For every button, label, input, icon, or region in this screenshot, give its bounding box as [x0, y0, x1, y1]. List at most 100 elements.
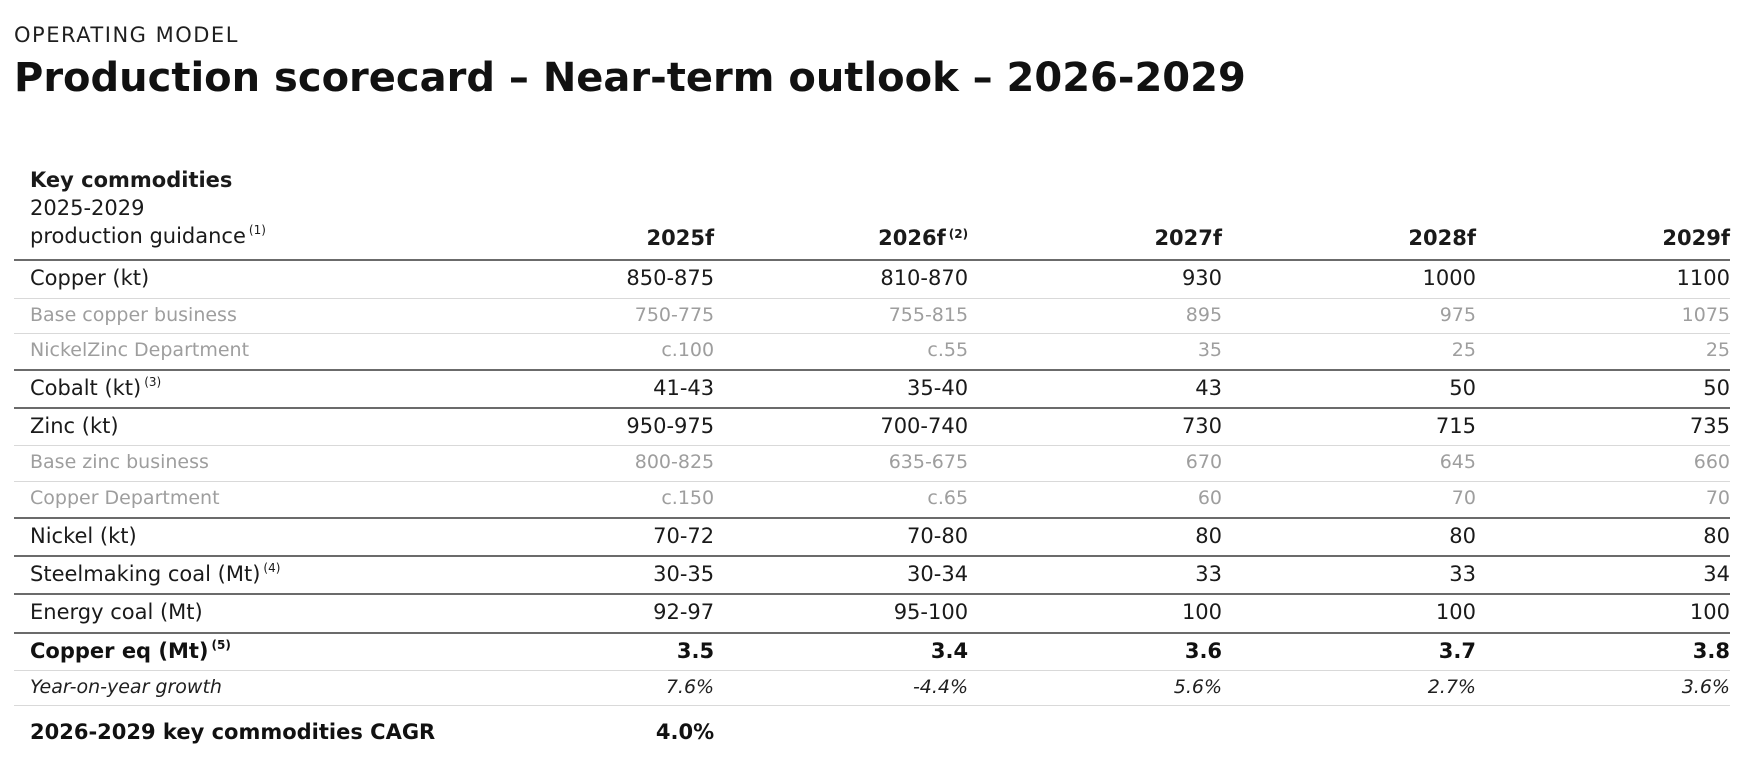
- cell-value: 50: [1475, 369, 1730, 409]
- table-row-nickelzinc-department: NickelZinc Department c.100 c.55 35 25 2…: [14, 333, 1730, 371]
- cell-value: 700-740: [714, 407, 969, 446]
- cell-value: 3.4: [714, 631, 969, 671]
- cell-value: 715: [1222, 407, 1476, 446]
- cell-value: 810-870: [714, 259, 969, 299]
- footnote-marker-3: (3): [144, 375, 162, 390]
- cell-value: 35: [968, 333, 1223, 371]
- cell-value: 4.0%: [460, 705, 715, 760]
- table-header-label: Key commodities 2025-2029 production gui…: [14, 167, 460, 260]
- column-header-2025f: 2025f: [646, 226, 715, 251]
- cell-value: 3.6%: [1475, 669, 1730, 706]
- row-label: Cobalt (kt) (3): [14, 369, 461, 409]
- column-header-2027f: 2027f: [1154, 226, 1223, 251]
- footnote-marker-4: (4): [263, 561, 281, 576]
- cell-value: 34: [1475, 555, 1730, 595]
- footnote-marker-2: (2): [948, 227, 969, 242]
- cell-value: 60: [968, 481, 1223, 518]
- cell-value: 750-775: [460, 297, 715, 334]
- cell-value: 33: [1222, 555, 1476, 595]
- row-label: Copper Department: [14, 481, 461, 518]
- cell-value: c.150: [460, 481, 715, 518]
- row-label: NickelZinc Department: [14, 333, 461, 371]
- header-guidance-text: production guidance (1): [30, 223, 460, 251]
- cell-value: c.55: [714, 333, 969, 371]
- cell-value: 660: [1475, 445, 1730, 482]
- table-row-copper: Copper (kt) 850-875 810-870 930 1000 110…: [14, 259, 1730, 299]
- cell-value: 930: [968, 259, 1223, 299]
- row-label: Base copper business: [14, 297, 461, 334]
- cell-value: 50: [1222, 369, 1476, 409]
- cell-value: [1475, 705, 1730, 760]
- cell-value: 730: [968, 407, 1223, 446]
- cell-value: 735: [1475, 407, 1730, 446]
- column-header-2029f: 2029f: [1662, 226, 1730, 251]
- cell-value: 25: [1475, 333, 1730, 371]
- cell-value: 755-815: [714, 297, 969, 334]
- row-label: Steelmaking coal (Mt) (4): [14, 555, 461, 595]
- cell-value: 80: [1222, 516, 1476, 557]
- page-title: Production scorecard – Near-term outlook…: [14, 55, 1246, 102]
- cell-value: 950-975: [460, 407, 715, 446]
- cell-value: 2.7%: [1222, 669, 1476, 706]
- table-row-base-zinc-business: Base zinc business 800-825 635-675 670 6…: [14, 445, 1730, 482]
- cell-value: 3.8: [1475, 631, 1730, 671]
- footnote-marker-1: (1): [248, 222, 266, 237]
- cell-value: 25: [1222, 333, 1476, 371]
- row-label: Energy coal (Mt): [14, 593, 461, 633]
- cell-value: 1000: [1222, 259, 1476, 299]
- cell-value: 1075: [1475, 297, 1730, 334]
- table-row-cagr: 2026-2029 key commodities CAGR 4.0%: [14, 705, 1730, 760]
- cell-value: 70-72: [460, 516, 715, 557]
- cell-value: [968, 705, 1223, 760]
- section-eyebrow: OPERATING MODEL: [14, 23, 239, 47]
- row-label: Year-on-year growth: [14, 669, 461, 706]
- header-guidance-years: 2025-2029: [30, 195, 145, 220]
- table-row-zinc: Zinc (kt) 950-975 700-740 730 715 735: [14, 407, 1730, 446]
- table-row-base-copper-business: Base copper business 750-775 755-815 895…: [14, 297, 1730, 334]
- cell-value: 70: [1222, 481, 1476, 518]
- cell-value: 100: [968, 593, 1223, 633]
- row-label: Zinc (kt): [14, 407, 461, 446]
- cell-value: 1100: [1475, 259, 1730, 299]
- column-header-2026f: 2026f (2): [878, 226, 969, 251]
- cell-value: 30-34: [714, 555, 969, 595]
- row-label: Base zinc business: [14, 445, 461, 482]
- row-label: Copper eq (Mt) (5): [14, 631, 461, 671]
- footnote-marker-5: (5): [211, 637, 231, 652]
- cell-value: 800-825: [460, 445, 715, 482]
- cell-value: 80: [1475, 516, 1730, 557]
- cell-value: 635-675: [714, 445, 969, 482]
- table-row-yoy-growth: Year-on-year growth 7.6% -4.4% 5.6% 2.7%…: [14, 669, 1730, 706]
- table-row-steelmaking-coal: Steelmaking coal (Mt) (4) 30-35 30-34 33 …: [14, 555, 1730, 595]
- table-row-cobalt: Cobalt (kt) (3) 41-43 35-40 43 50 50: [14, 369, 1730, 409]
- table-row-energy-coal: Energy coal (Mt) 92-97 95-100 100 100 10…: [14, 593, 1730, 633]
- cell-value: 670: [968, 445, 1223, 482]
- cell-value: 92-97: [460, 593, 715, 633]
- cell-value: 43: [968, 369, 1223, 409]
- cell-value: 975: [1222, 297, 1476, 334]
- cell-value: 895: [968, 297, 1223, 334]
- cell-value: 95-100: [714, 593, 969, 633]
- production-scorecard-table: Key commodities 2025-2029 production gui…: [14, 167, 1730, 760]
- table-row-copper-department: Copper Department c.150 c.65 60 70 70: [14, 481, 1730, 518]
- cell-value: 41-43: [460, 369, 715, 409]
- cell-value: -4.4%: [714, 669, 969, 706]
- cell-value: 645: [1222, 445, 1476, 482]
- table-header-row: Key commodities 2025-2029 production gui…: [14, 167, 1730, 260]
- cell-value: 80: [968, 516, 1223, 557]
- cell-value: 70: [1475, 481, 1730, 518]
- row-label: Nickel (kt): [14, 516, 461, 557]
- cell-value: 100: [1222, 593, 1476, 633]
- cell-value: 33: [968, 555, 1223, 595]
- header-key-commodities: Key commodities: [30, 168, 233, 193]
- table-row-nickel: Nickel (kt) 70-72 70-80 80 80 80: [14, 516, 1730, 557]
- cell-value: 30-35: [460, 555, 715, 595]
- cell-value: 5.6%: [968, 669, 1223, 706]
- cell-value: 70-80: [714, 516, 969, 557]
- cell-value: 7.6%: [460, 669, 715, 706]
- cell-value: c.65: [714, 481, 969, 518]
- column-header-2028f: 2028f: [1408, 226, 1476, 251]
- cell-value: 3.7: [1222, 631, 1476, 671]
- cell-value: 35-40: [714, 369, 969, 409]
